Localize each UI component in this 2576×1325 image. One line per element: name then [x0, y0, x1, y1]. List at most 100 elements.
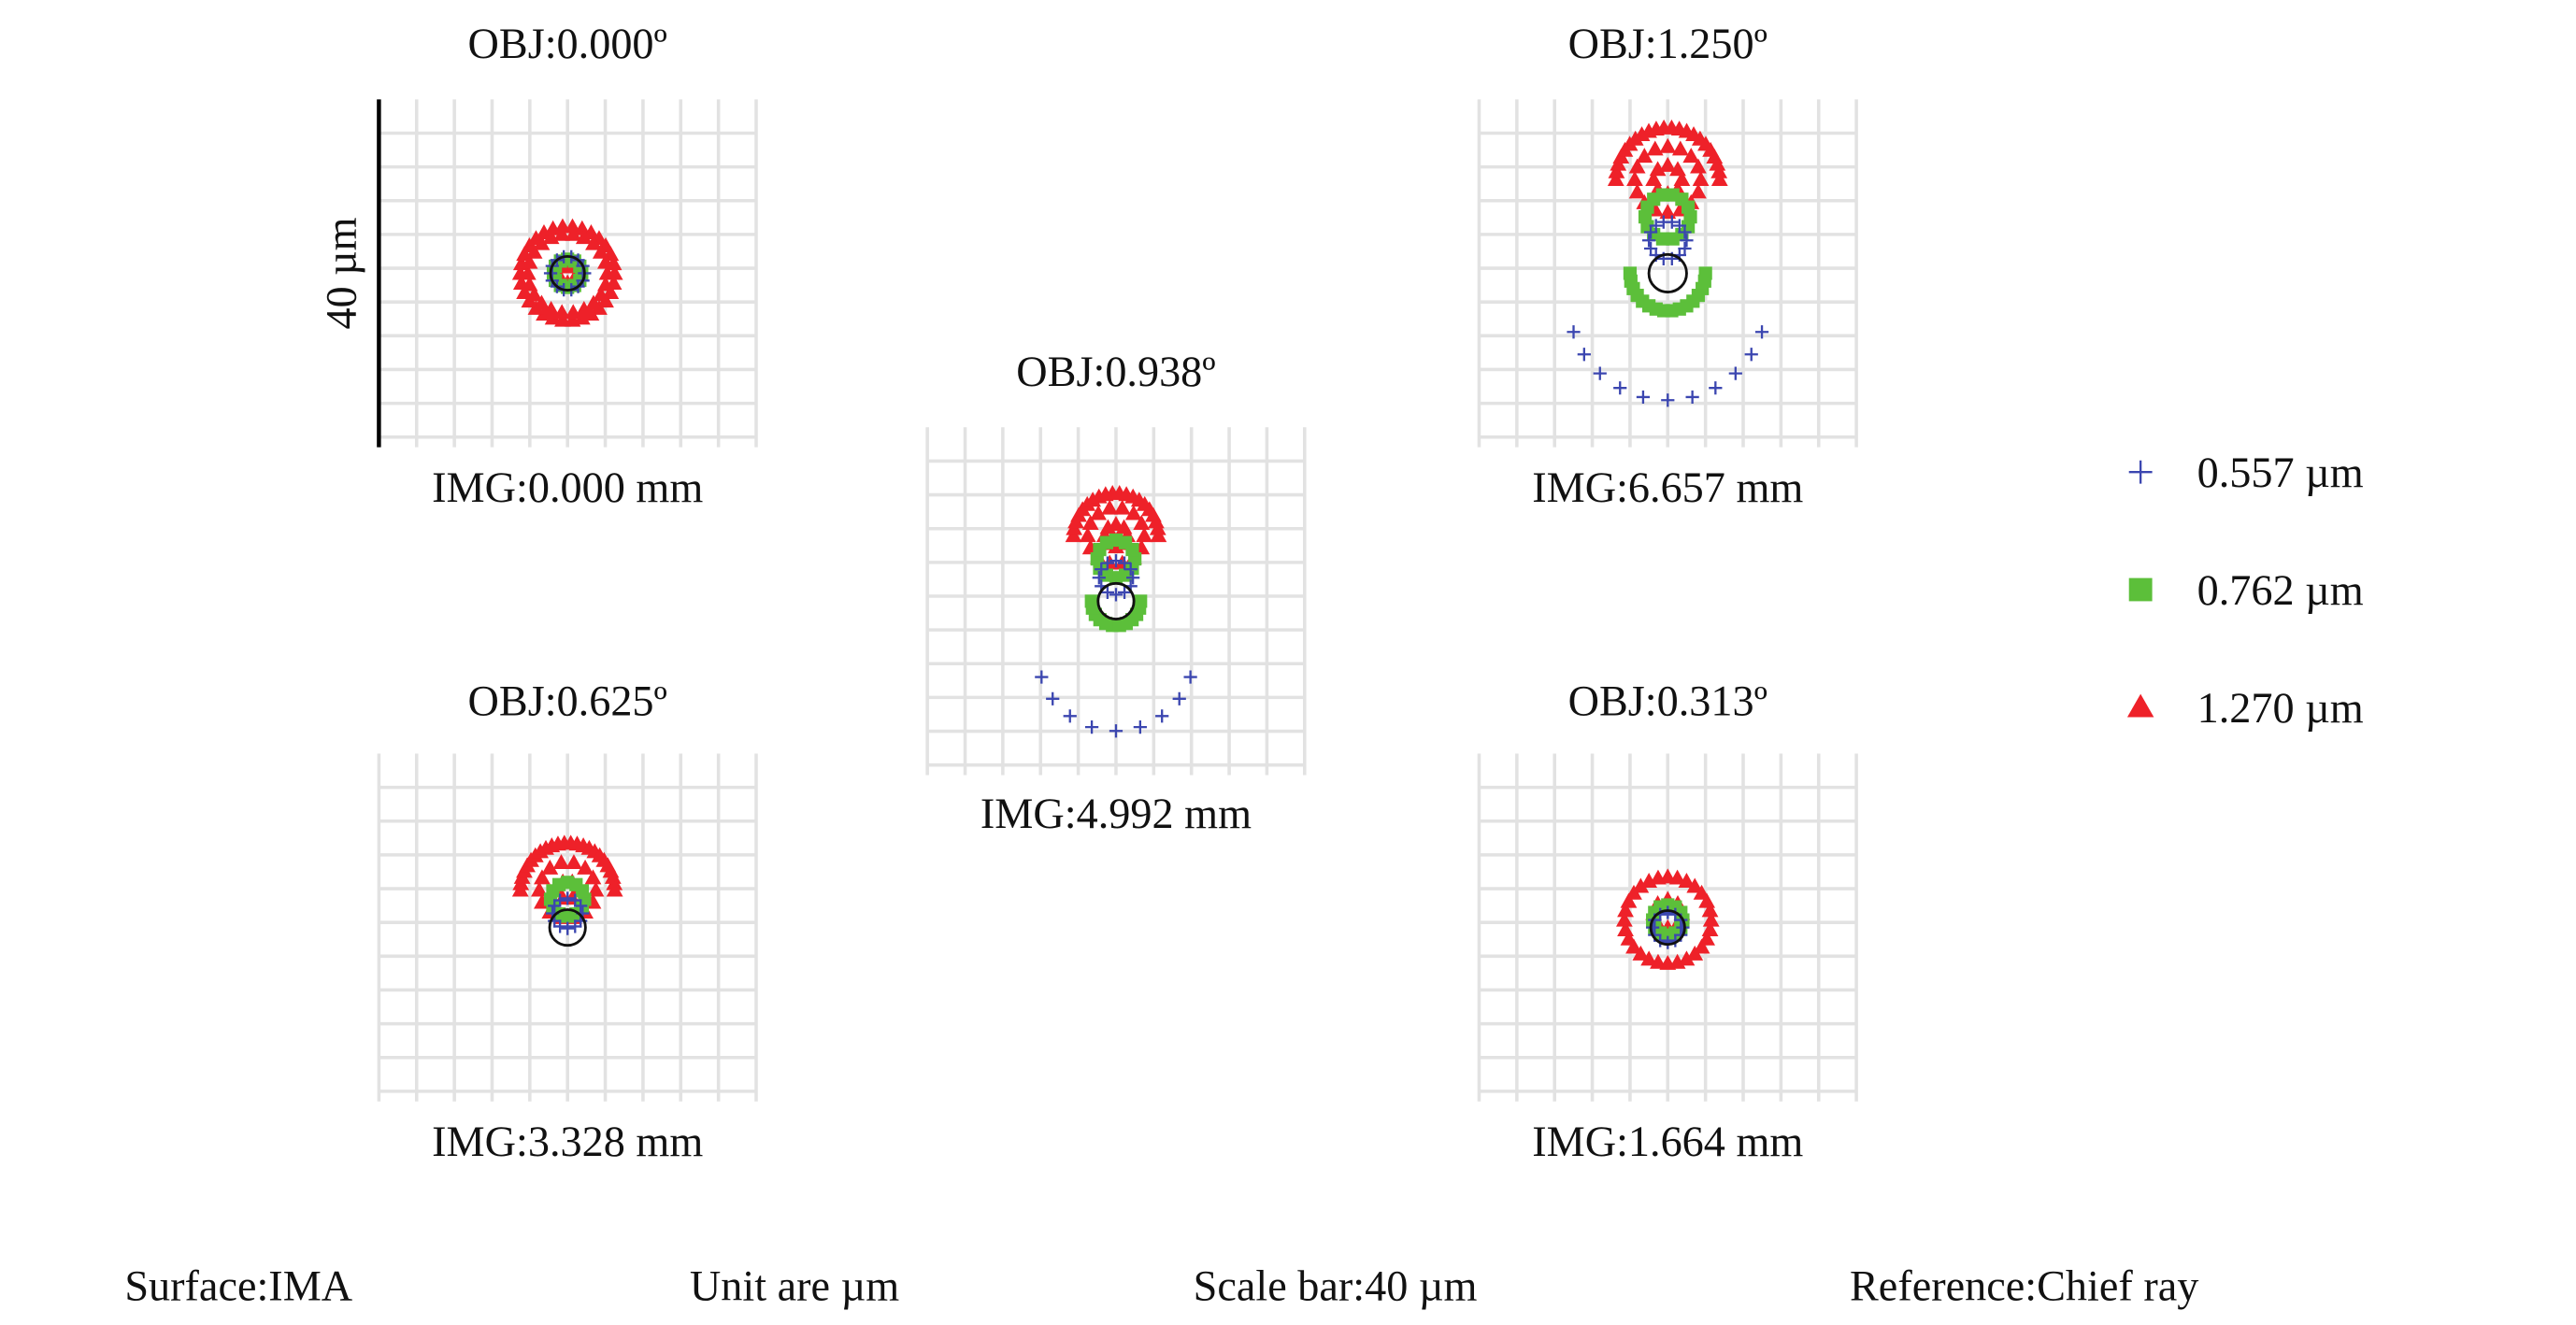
spot-point	[531, 881, 548, 897]
spot-point	[1710, 171, 1728, 186]
spot-point	[1125, 543, 1139, 557]
spot-point	[1593, 366, 1607, 380]
spot-point	[1626, 171, 1643, 186]
spot-point	[575, 301, 593, 316]
plus-mark	[1680, 234, 1694, 248]
plus-mark	[1063, 709, 1077, 723]
airy-disk-circle	[548, 908, 587, 947]
spot-point	[1623, 266, 1638, 280]
spot-point	[1123, 563, 1138, 577]
plus-mark	[1117, 556, 1132, 570]
spot-point	[1136, 527, 1153, 543]
spot-point	[565, 225, 582, 241]
field-title: OBJ:0.313º	[1568, 677, 1767, 725]
spot-point	[544, 309, 562, 325]
legend-marker-square	[2128, 577, 2153, 602]
spot-point	[1133, 515, 1151, 531]
spot-point	[1620, 930, 1638, 946]
spot-point	[573, 309, 591, 325]
spot-point	[1678, 873, 1696, 888]
spot-point	[1117, 556, 1132, 570]
spot-point	[1124, 505, 1142, 520]
plus-mark	[1133, 720, 1147, 734]
plus-mark	[548, 899, 562, 913]
spot-point	[1641, 234, 1656, 248]
spot-point	[574, 899, 588, 913]
plus-mark	[553, 919, 567, 933]
spot-point	[553, 893, 567, 907]
spot-point	[1640, 950, 1658, 966]
spot-point	[1668, 869, 1686, 885]
legend-label: 0.762 µm	[2197, 566, 2364, 614]
spot-point	[521, 253, 538, 269]
spot-point	[1678, 950, 1696, 966]
spot-point	[1149, 520, 1166, 535]
spot-point	[1645, 171, 1663, 186]
spot-point	[1643, 241, 1658, 256]
spot-point	[1636, 390, 1651, 405]
spot-point	[1628, 183, 1646, 199]
spot-point	[1659, 156, 1677, 172]
image-height-label: IMG:3.328 mm	[432, 1118, 703, 1165]
footer-reference: Reference:Chief ray	[1850, 1261, 2198, 1309]
spot-point	[565, 304, 582, 320]
spot-point	[1628, 158, 1646, 174]
airy-disk-circle	[549, 254, 586, 292]
plus-mark	[561, 921, 575, 935]
plus-mark	[561, 891, 575, 905]
spot-point	[525, 286, 543, 302]
spot-point	[561, 891, 575, 905]
spot-point	[1577, 348, 1591, 362]
spot-point	[552, 854, 570, 870]
spot-point	[1655, 188, 1670, 202]
legend-label: 1.270 µm	[2197, 684, 2364, 732]
plus-mark	[1046, 691, 1060, 705]
spot-point	[1701, 902, 1719, 918]
plus-mark	[1613, 381, 1627, 395]
plus-mark	[1109, 724, 1123, 738]
airy-disk-circle	[1647, 252, 1688, 293]
spot-point	[1109, 724, 1123, 738]
spot-point	[1693, 938, 1710, 954]
spot-point	[1092, 571, 1106, 585]
plus-mark	[1095, 563, 1109, 577]
spot-point	[1690, 183, 1707, 199]
spot-point	[568, 919, 582, 933]
spot-point	[1728, 366, 1742, 380]
spot-point	[1669, 161, 1686, 177]
legend-item: 0.557 µm	[2128, 449, 2364, 496]
spot-point	[534, 869, 551, 885]
spot-point	[1172, 691, 1186, 705]
spot-point	[1646, 140, 1664, 156]
spot-point	[1617, 902, 1634, 918]
spot-point	[1101, 499, 1119, 515]
spot-point	[1090, 505, 1107, 520]
footer-unit: Unit are µm	[690, 1261, 899, 1309]
spot-point	[1081, 515, 1099, 531]
spot-point	[584, 869, 602, 885]
spot-point	[1690, 158, 1707, 174]
spot-point	[1100, 585, 1115, 600]
spot-point	[1666, 232, 1680, 246]
spot-point	[1150, 527, 1167, 543]
spot-point	[573, 220, 591, 235]
plus-mark	[1577, 348, 1591, 362]
plus-mark	[568, 919, 582, 933]
plus-mark	[1593, 366, 1607, 380]
legend-item: 0.762 µm	[2128, 566, 2364, 614]
spot-point	[541, 859, 559, 875]
spot-point	[1084, 594, 1098, 608]
spot-point	[1079, 527, 1096, 543]
image-height-label: IMG:0.000 mm	[432, 463, 703, 511]
spot-point	[575, 229, 593, 245]
spot-point	[582, 306, 600, 321]
plus-mark	[1109, 554, 1123, 568]
spot-point	[1613, 381, 1627, 395]
spot-point	[1109, 554, 1123, 568]
plus-mark	[1685, 390, 1699, 405]
plus-mark	[1084, 720, 1099, 734]
plus-mark	[568, 893, 582, 907]
plus-mark	[1183, 670, 1197, 684]
spot-point	[553, 225, 571, 241]
footer-scale-bar: Scale bar:40 µm	[1194, 1261, 1478, 1309]
